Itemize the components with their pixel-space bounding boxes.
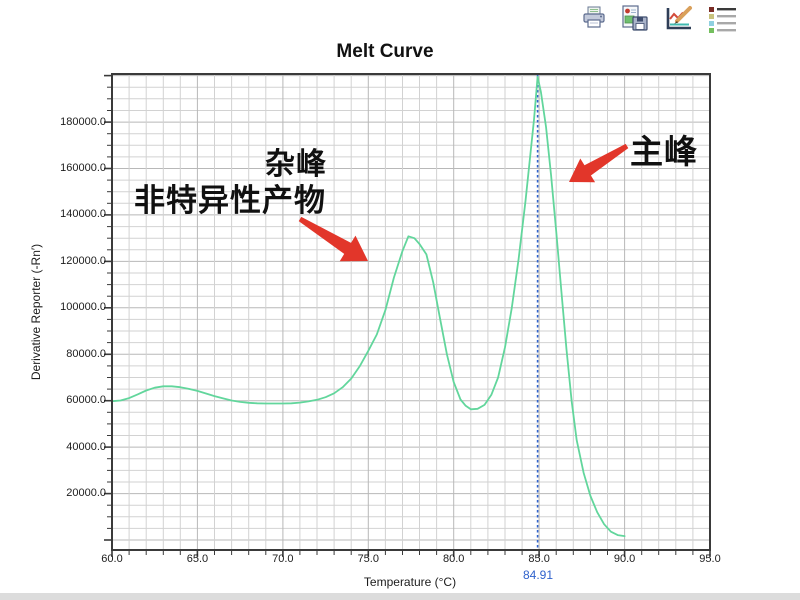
main-peak-label: 主峰	[630, 133, 698, 170]
noise-peak-label-line2: 非特异性产物	[134, 183, 326, 218]
toolbar	[580, 4, 740, 39]
legend-icon[interactable]	[706, 4, 740, 39]
noise-peak-label-line1: 杂峰	[265, 148, 327, 181]
window-bottom-edge	[0, 593, 800, 600]
print-icon[interactable]	[580, 4, 608, 37]
main-peak-arrow-icon	[569, 143, 629, 183]
melt-temp-value: 84.91	[522, 568, 554, 582]
chart-title: Melt Curve	[336, 41, 434, 62]
noise-peak-arrow-icon	[298, 216, 368, 262]
save-report-icon[interactable]	[620, 4, 650, 39]
y-axis-title: Derivative Reporter (-Rn′)	[29, 243, 43, 381]
edit-plot-icon[interactable]	[662, 4, 694, 39]
x-axis-title: Temperature (°C)	[363, 575, 457, 589]
